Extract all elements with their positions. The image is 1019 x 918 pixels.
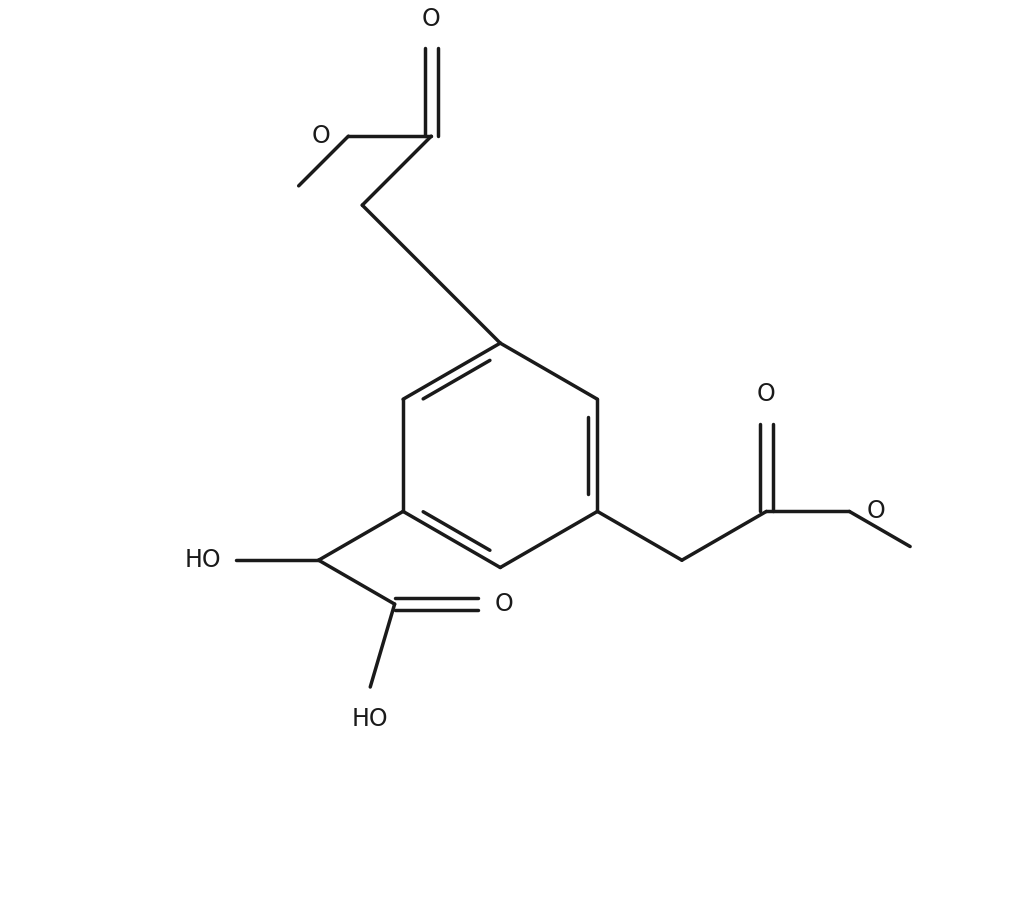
Text: O: O	[756, 382, 775, 406]
Text: HO: HO	[184, 548, 221, 572]
Text: O: O	[312, 124, 330, 148]
Text: O: O	[494, 592, 514, 616]
Text: HO: HO	[352, 707, 388, 731]
Text: O: O	[422, 6, 440, 31]
Text: O: O	[866, 499, 884, 523]
